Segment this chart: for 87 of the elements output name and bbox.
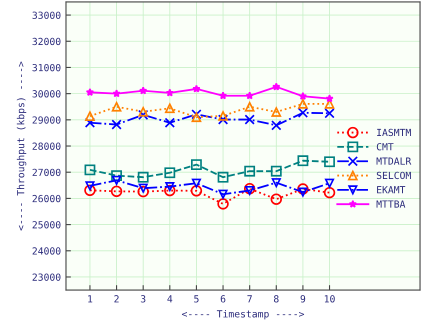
- point: [244, 114, 255, 125]
- y-tick-label: 24000: [32, 247, 60, 255]
- y-tick-label: 33000: [32, 12, 60, 19]
- point: [85, 111, 95, 122]
- point: [298, 98, 308, 109]
- legend-label: IASMTM: [377, 128, 411, 136]
- point: [246, 91, 254, 100]
- point: [138, 184, 148, 193]
- point: [192, 84, 201, 93]
- x-tick-label: 7: [247, 295, 252, 302]
- point: [190, 185, 202, 197]
- x-tick-label: 8: [274, 295, 279, 303]
- y-axis-title: <---- Throughput (kbps) ---->: [16, 62, 26, 230]
- point: [217, 198, 229, 210]
- point: [324, 178, 334, 188]
- point: [166, 88, 174, 97]
- point: [111, 170, 122, 182]
- x-tick-label: 4: [167, 295, 172, 302]
- point: [218, 190, 228, 199]
- y-tick-label: 25000: [32, 221, 60, 228]
- point: [272, 178, 281, 188]
- x-tick-label: 10: [324, 295, 335, 303]
- x-tick-label: 5: [194, 295, 199, 303]
- point: [138, 172, 149, 183]
- point: [112, 102, 122, 112]
- point: [139, 86, 148, 94]
- point: [218, 91, 228, 100]
- point: [192, 178, 202, 188]
- point: [324, 108, 335, 118]
- point: [84, 184, 96, 196]
- point: [298, 108, 308, 118]
- y-tick-label: 30000: [32, 90, 60, 98]
- point: [191, 159, 202, 170]
- point: [112, 176, 122, 185]
- legend-label: EKAMT: [377, 186, 406, 194]
- point: [218, 172, 228, 183]
- point: [138, 110, 148, 120]
- point: [297, 183, 309, 195]
- point: [164, 103, 175, 114]
- point: [325, 94, 334, 102]
- point: [138, 106, 148, 117]
- point: [270, 193, 282, 205]
- y-tick-label: 27000: [32, 168, 60, 176]
- x-axis-title: <---- Timestamp ---->: [182, 310, 304, 320]
- point: [164, 118, 175, 128]
- point: [137, 186, 149, 198]
- point: [85, 181, 95, 190]
- point: [111, 119, 122, 130]
- legend-label: MTTBA: [376, 200, 406, 208]
- y-tick-label: 23000: [32, 273, 60, 281]
- point: [218, 111, 228, 121]
- point: [244, 183, 256, 194]
- point: [110, 186, 122, 198]
- legend-label: SELCOM: [376, 172, 411, 180]
- legend-label: MTDALR: [376, 158, 412, 165]
- x-tick-label: 3: [140, 295, 146, 303]
- point: [272, 82, 280, 90]
- point: [164, 167, 176, 178]
- point: [84, 164, 96, 176]
- y-tick-label: 31000: [32, 64, 60, 72]
- point: [298, 92, 308, 100]
- point: [244, 166, 256, 177]
- y-tick-label: 26000: [32, 194, 60, 202]
- point: [324, 186, 336, 198]
- point: [218, 114, 228, 125]
- point: [86, 88, 94, 96]
- point: [271, 107, 282, 117]
- point: [271, 120, 282, 130]
- point: [112, 89, 121, 98]
- point: [297, 155, 308, 166]
- point: [245, 186, 254, 196]
- y-tick-label: 32000: [32, 38, 60, 46]
- point: [270, 166, 282, 177]
- x-tick-label: 9: [300, 295, 306, 303]
- point: [165, 182, 174, 192]
- point: [324, 156, 335, 168]
- point: [192, 112, 202, 122]
- point: [298, 188, 308, 197]
- y-tick-label: 29000: [32, 116, 60, 124]
- x-tick-label: 1: [88, 295, 92, 302]
- point: [164, 184, 176, 196]
- point: [244, 102, 255, 112]
- x-tick-label: 6: [220, 295, 226, 303]
- point: [191, 109, 202, 120]
- x-tick-label: 2: [114, 295, 119, 302]
- legend-label: CMT: [376, 143, 394, 150]
- y-tick-label: 28000: [32, 142, 60, 150]
